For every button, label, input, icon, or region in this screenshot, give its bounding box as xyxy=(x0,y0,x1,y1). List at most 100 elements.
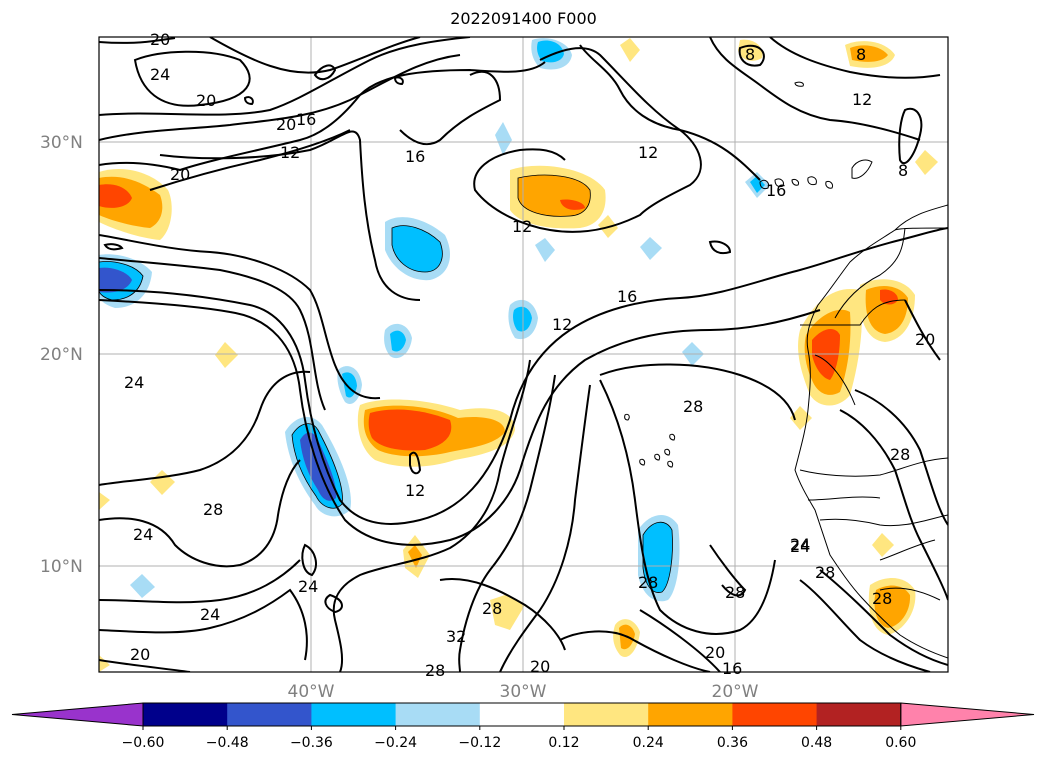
contour-line xyxy=(149,129,351,191)
contour-line xyxy=(473,47,702,233)
contour-line xyxy=(209,37,421,74)
positive-anomaly-region xyxy=(850,45,888,62)
colorbar-tick-label: 0.36 xyxy=(717,735,748,751)
negative-anomaly-region xyxy=(130,574,155,598)
contour-line xyxy=(579,44,761,181)
contour-line xyxy=(243,96,254,106)
contour-label: 20 xyxy=(705,643,725,662)
colorbar-cell xyxy=(816,703,902,726)
contour-line xyxy=(409,451,422,475)
country-border xyxy=(799,457,948,477)
contour-label: 28 xyxy=(872,589,892,608)
positive-anomaly-region xyxy=(99,655,110,672)
contour-line xyxy=(599,379,776,635)
positive-anomaly-region xyxy=(215,342,238,368)
contour-line xyxy=(839,409,948,601)
contour-line xyxy=(99,559,301,604)
positive-anomaly-region xyxy=(620,38,640,62)
positive-anomaly-region xyxy=(738,39,763,61)
colorbar-frame xyxy=(142,702,902,727)
lat-label-30n: 30°N xyxy=(40,133,83,153)
contour-line xyxy=(332,359,531,672)
lon-label-20w: 20°W xyxy=(712,682,759,702)
contour-line xyxy=(708,240,732,255)
country-border xyxy=(834,227,906,319)
positive-anomaly-region xyxy=(99,184,132,208)
contour-label: 24 xyxy=(790,535,810,554)
thin-contour xyxy=(291,423,343,509)
negative-anomaly-region xyxy=(640,237,662,260)
island xyxy=(851,159,873,179)
contour-line xyxy=(393,76,404,86)
contour-line xyxy=(99,227,948,525)
contour-line xyxy=(99,370,311,486)
contour-label: 8 xyxy=(898,161,908,180)
positive-anomaly-region xyxy=(915,150,938,175)
negative-anomaly-region xyxy=(643,522,673,593)
island xyxy=(639,458,646,466)
negative-anomaly-region xyxy=(392,225,443,272)
colorbar-tick-label: −0.36 xyxy=(290,735,333,751)
island xyxy=(794,81,804,87)
island xyxy=(825,181,833,189)
positive-anomaly-region xyxy=(368,409,452,451)
lat-lon-grid xyxy=(99,37,948,672)
island xyxy=(791,179,799,186)
contour-line xyxy=(709,544,747,597)
contour-label: 28 xyxy=(638,573,658,592)
contour-line xyxy=(99,37,471,116)
colorbar-cell xyxy=(143,703,228,726)
positive-anomaly-region xyxy=(150,470,175,495)
contour-label: 12 xyxy=(552,315,572,334)
colorbar-cell xyxy=(479,703,565,726)
contour-label: 24 xyxy=(790,537,810,556)
colorbar-cell xyxy=(564,703,649,726)
contour-label: 20 xyxy=(196,91,216,110)
contour-label: 28 xyxy=(683,397,703,416)
contour-line xyxy=(854,389,948,526)
island xyxy=(664,448,671,456)
contour-label: 20 xyxy=(276,115,296,134)
contour-label: 12 xyxy=(405,481,425,500)
contour-label: 16 xyxy=(722,659,742,678)
country-border xyxy=(879,539,936,561)
contour-label: 12 xyxy=(852,90,872,109)
positive-anomaly-region xyxy=(408,545,422,568)
colorbar-tick-label: −0.48 xyxy=(206,735,249,751)
thin-contour xyxy=(99,261,144,301)
lon-label-30w: 30°W xyxy=(500,682,547,702)
contour-line xyxy=(458,374,556,672)
country-border xyxy=(814,354,856,406)
colorbar-tick-label: 0.60 xyxy=(885,735,916,751)
contour-line xyxy=(301,543,317,577)
contour-label: 20 xyxy=(915,330,935,349)
colorbar-tick-label: −0.24 xyxy=(374,735,417,751)
colorbar-cell xyxy=(395,703,481,726)
island xyxy=(624,413,630,421)
contour-line xyxy=(99,588,308,661)
lat-label-20n: 20°N xyxy=(40,345,83,365)
contour-line xyxy=(99,459,301,568)
contour-label: 20 xyxy=(130,645,150,664)
country-border xyxy=(894,227,948,231)
contour-line xyxy=(99,61,546,172)
contour-line xyxy=(99,37,176,44)
country-border xyxy=(879,587,941,601)
contour-line xyxy=(324,593,343,614)
thin-contour-lines xyxy=(99,174,673,593)
lon-label-40w: 40°W xyxy=(288,682,335,702)
contour-label: 28 xyxy=(203,500,223,519)
positive-anomaly-region xyxy=(790,406,812,430)
country-border xyxy=(807,496,881,501)
coastline xyxy=(624,81,948,659)
contour-line xyxy=(599,363,796,421)
contour-label: 12 xyxy=(280,143,300,162)
contour-line xyxy=(559,630,711,672)
island xyxy=(667,460,674,468)
contour-line xyxy=(99,234,381,400)
contour-label: 24 xyxy=(298,577,318,596)
negative-anomaly-region xyxy=(99,267,132,293)
contour-line xyxy=(99,257,326,411)
contour-label: 32 xyxy=(446,627,466,646)
negative-anomaly-region xyxy=(495,122,512,155)
